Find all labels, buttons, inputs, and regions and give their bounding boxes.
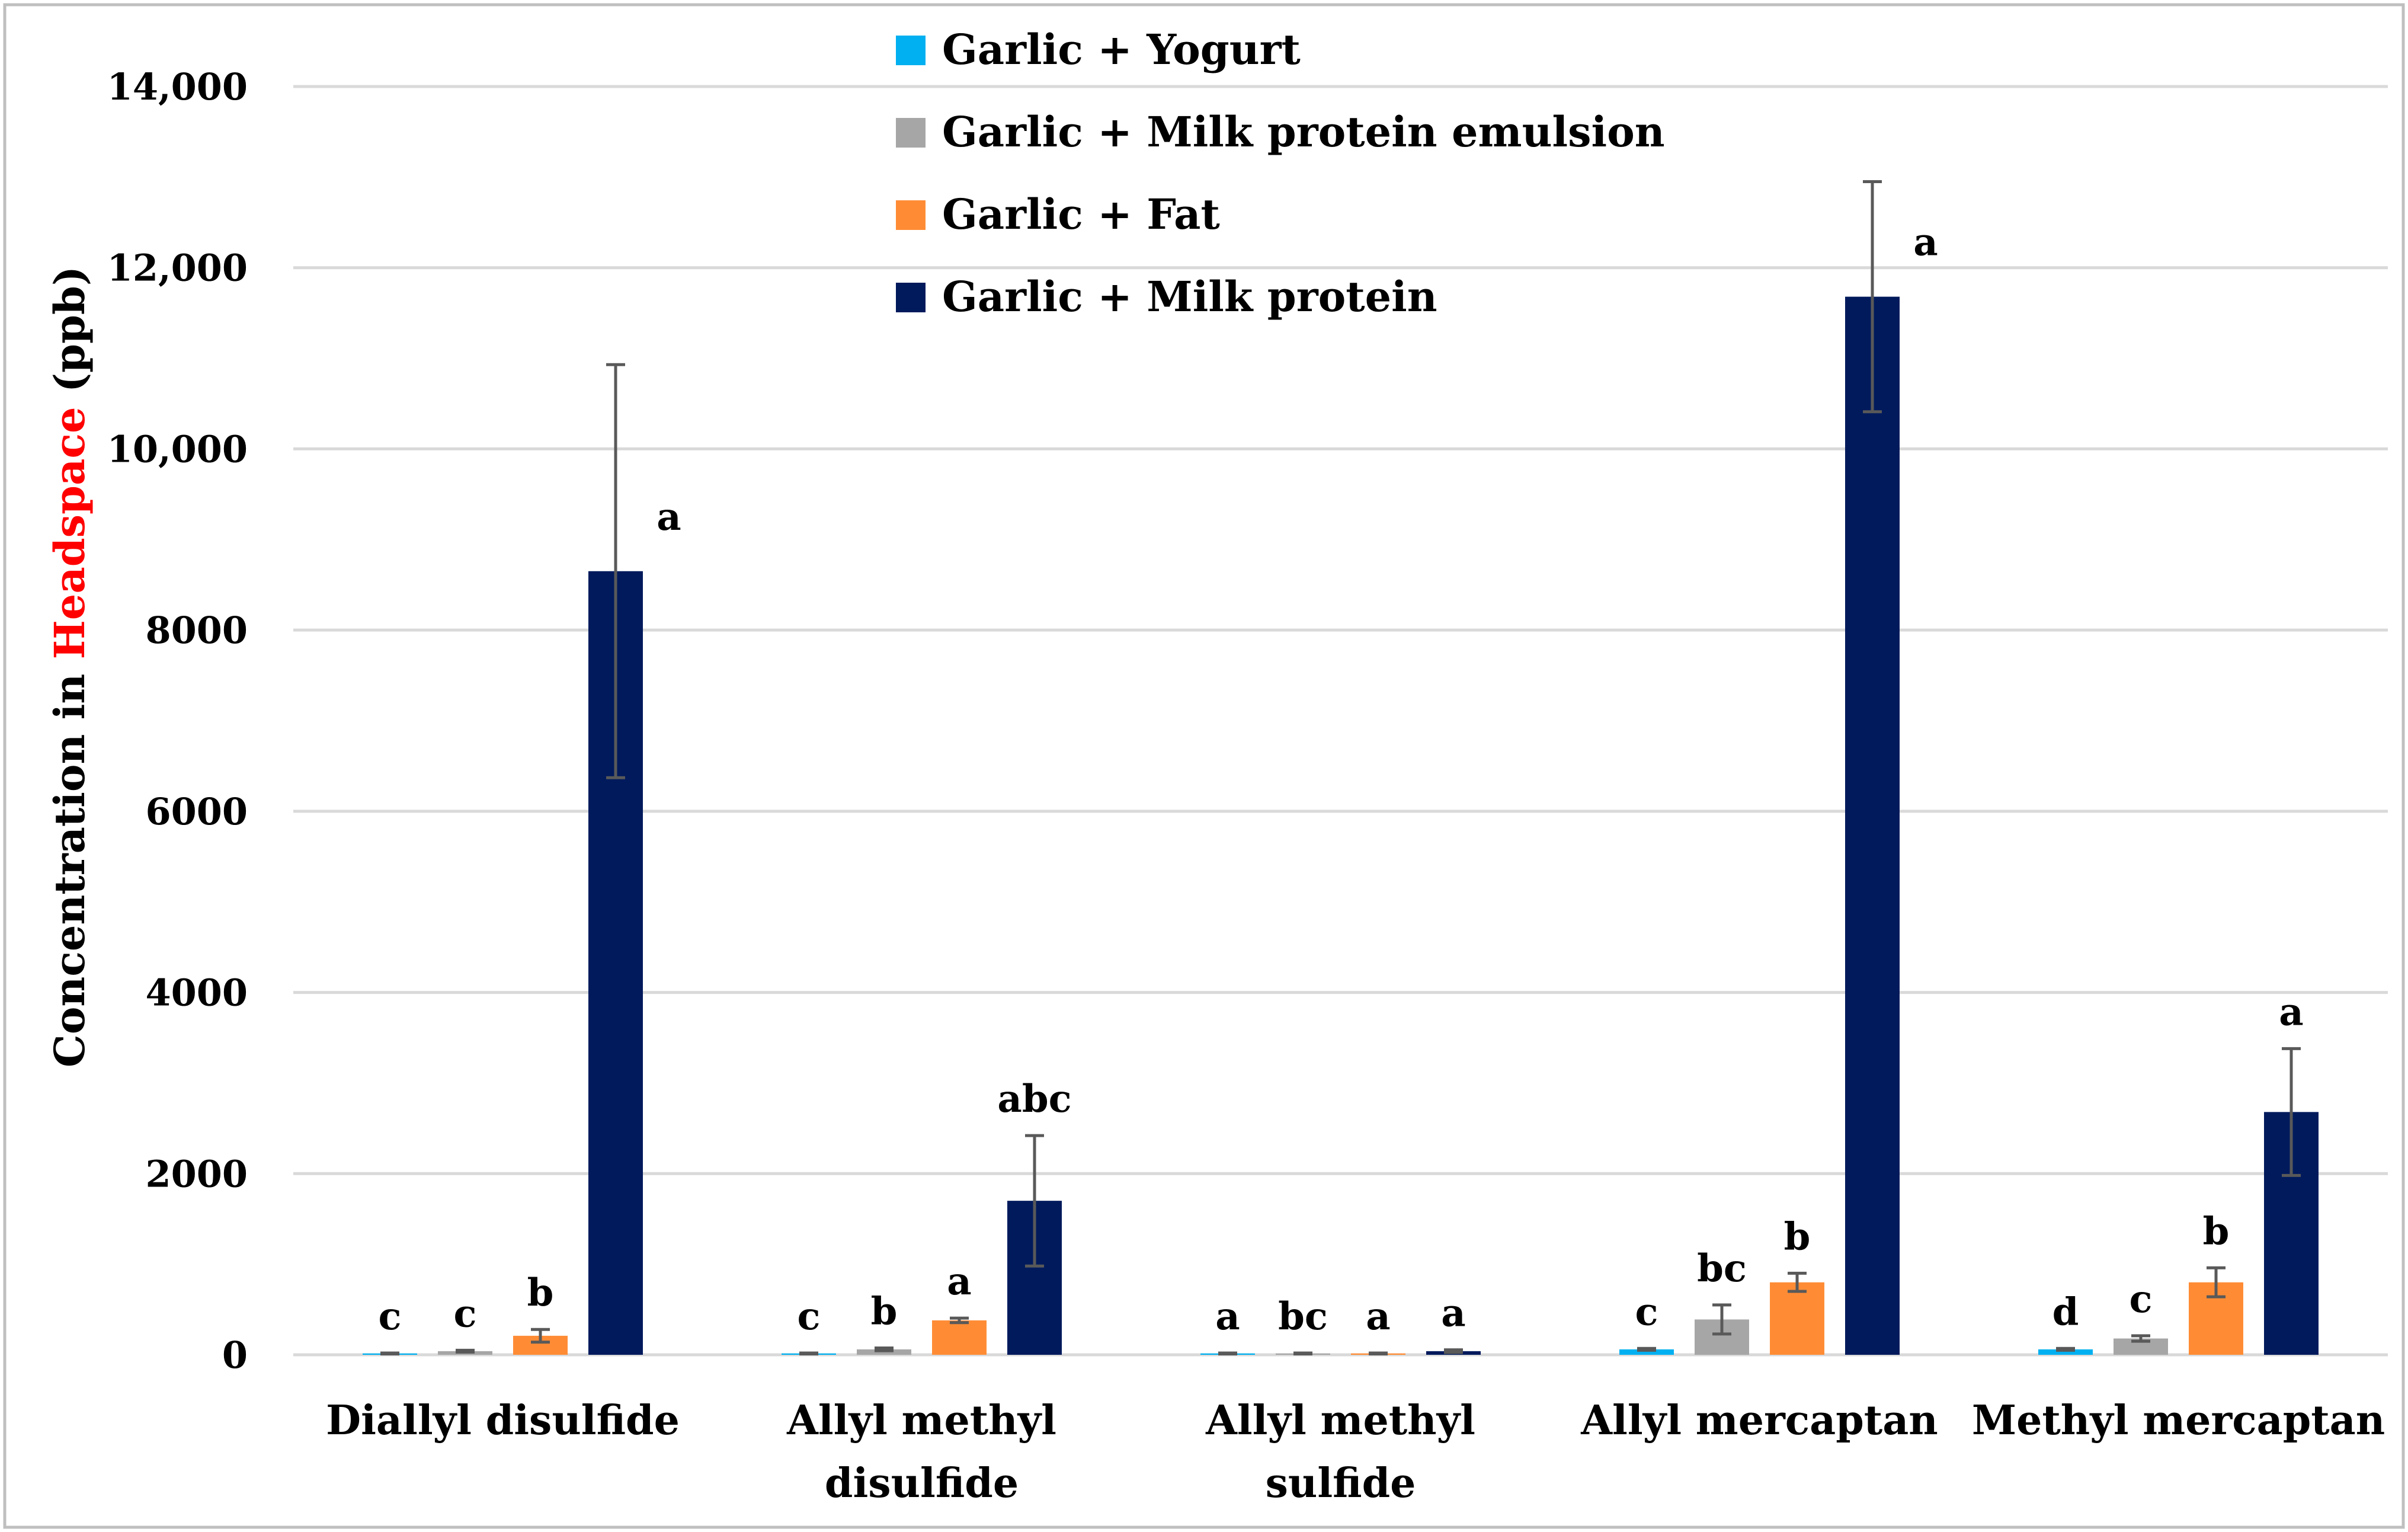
x-axis-categories: Diallyl disulfide Allyl methyl disulfide Al… [326,1397,2385,1507]
y-tick-label: 0 [222,1333,248,1377]
legend-swatch [896,118,926,148]
bar [1845,296,1900,1355]
error-bar [2131,1334,2150,1343]
significance-letter: c [379,1294,402,1339]
error-bar [799,1351,818,1355]
error-bar [456,1348,475,1354]
error-bar [606,363,625,779]
significance-letter: c [2130,1277,2153,1322]
legend-item: Garlic + Milk protein emulsion [896,107,1665,156]
legend-swatch [896,200,926,230]
legend-item: Garlic + Fat [896,190,1220,239]
significance-letter: a [1366,1294,1390,1339]
error-bar [2056,1347,2075,1352]
significance-letter: d [2052,1290,2079,1334]
bar [1770,1282,1824,1355]
bar [2038,1349,2093,1355]
legend-swatch [896,36,926,65]
significance-letter: abc [997,1077,1071,1121]
error-bar [1712,1303,1731,1336]
error-bar [2282,1047,2301,1177]
error-bar [1788,1271,1807,1293]
error-bar [1369,1351,1388,1355]
y-tick-label: 8000 [145,609,248,652]
bars [363,296,2319,1355]
x-category-label: Allyl methyl disulfide [786,1397,1056,1507]
legend-swatch [896,283,926,312]
significance-letter: c [798,1294,821,1339]
y-axis-ticks: 0 2000 4000 6000 8000 10,000 12,000 14,000 [107,65,248,1377]
significance-letter: b [2203,1209,2230,1253]
y-tick-label: 14,000 [107,65,248,108]
significance-letter: a [1441,1291,1465,1336]
y-tick-label: 12,000 [107,247,248,290]
x-category-label: Diallyl disulfide [326,1397,680,1444]
error-bar [875,1347,894,1352]
error-bar [380,1351,399,1355]
significance-letter: bc [1697,1246,1747,1291]
significance-letter: a [2279,990,2303,1034]
significance-letter: a [1913,220,1938,265]
bar [1619,1349,1674,1355]
significance-letter: b [1784,1214,1811,1259]
legend-label: Garlic + Yogurt [942,25,1301,74]
y-tick-label: 10,000 [107,427,248,471]
legend-label: Garlic + Fat [942,190,1220,239]
chart-frame [3,3,2405,1529]
error-bar [1637,1347,1656,1352]
legend-item: Garlic + Yogurt [896,25,1301,74]
error-bar [531,1328,550,1344]
error-bar [1863,180,1882,414]
error-bar [950,1316,969,1325]
error-bars [380,180,2301,1355]
significance-letter: b [871,1290,898,1334]
legend-label: Garlic + Milk protein emulsion [942,107,1665,156]
error-bar [1218,1351,1237,1355]
error-bar [1444,1348,1463,1354]
legend-item: Garlic + Milk protein [896,272,1437,321]
legend-label: Garlic + Milk protein [942,272,1437,321]
error-bar [2207,1266,2226,1298]
bar [932,1320,987,1355]
y-tick-label: 4000 [145,971,248,1015]
y-axis-title: Concentration in Headspace (ppb) [45,266,94,1067]
significance-letter: a [1215,1294,1240,1339]
significance-letter: a [657,495,681,539]
y-tick-label: 2000 [145,1152,248,1195]
legend: Garlic + Yogurt Garlic + Milk protein emu… [896,25,1665,321]
significance-letter: b [527,1271,554,1315]
significance-letter: bc [1278,1294,1328,1339]
error-bar [1025,1134,1044,1268]
x-category-label: Allyl mercaptan [1580,1397,1938,1444]
significance-letter: c [1635,1290,1658,1334]
y-tick-label: 6000 [145,790,248,833]
x-category-label: Allyl methyl sulfide [1205,1397,1475,1507]
significance-letter: c [454,1291,477,1336]
error-bar [1293,1351,1312,1355]
x-category-label: Methyl mercaptan [1972,1397,2385,1444]
significance-letter: a [947,1259,971,1304]
